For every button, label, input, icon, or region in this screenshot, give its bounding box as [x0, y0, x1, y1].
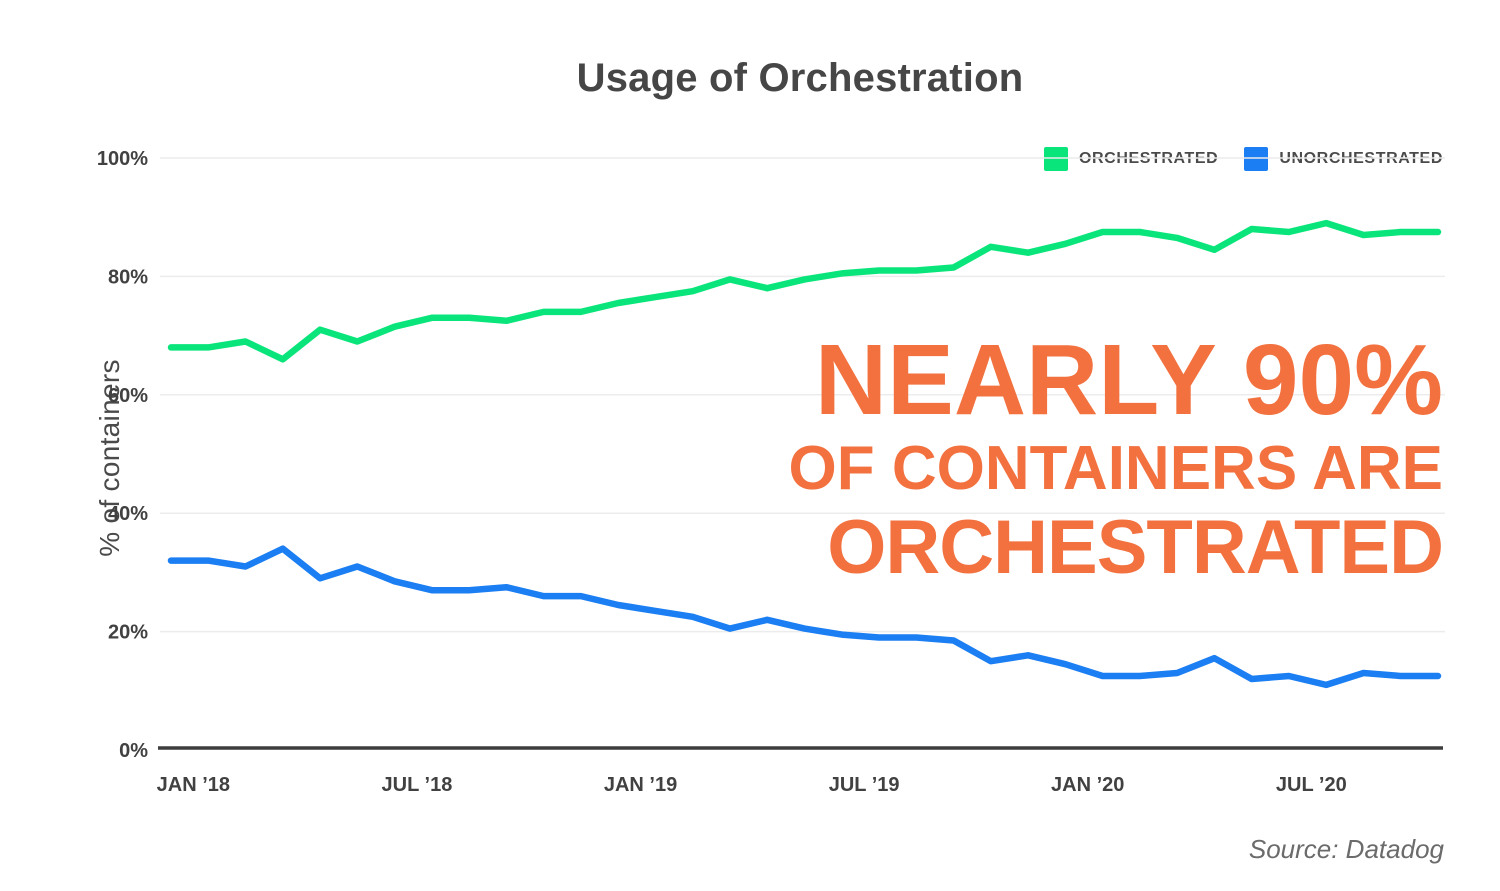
- y-tick-label: 0%: [119, 740, 148, 762]
- orchestrated-swatch-icon: [1043, 147, 1068, 171]
- series-line-orchestrated: [167, 219, 1442, 363]
- x-tick-label: JUL ’18: [382, 774, 453, 796]
- y-tick-label: 60%: [108, 385, 148, 407]
- unorchestrated-swatch-icon: [1244, 147, 1269, 171]
- x-tick-label: JAN ’20: [1051, 774, 1124, 796]
- x-tick-label: JAN ’18: [157, 774, 230, 796]
- y-tick-label: 100%: [97, 148, 148, 170]
- x-tick-label: JAN ’19: [604, 774, 677, 796]
- x-tick-label: JUL ’20: [1276, 774, 1347, 796]
- source-label: Source: Datadog: [1248, 834, 1444, 864]
- y-tick-label: 20%: [108, 622, 148, 644]
- annotation-line-1: NEARLY 90%: [814, 324, 1443, 436]
- y-tick-label: 80%: [108, 266, 148, 288]
- y-tick-label: 40%: [108, 503, 148, 525]
- annotation-callout: NEARLY 90% OF CONTAINERS ARE ORCHESTRATE…: [788, 324, 1444, 590]
- chart-title: Usage of Orchestration: [576, 56, 1024, 100]
- x-tick-label: JUL ’19: [829, 774, 900, 796]
- series-line-unorchestrated: [167, 545, 1442, 689]
- annotation-line-2: OF CONTAINERS ARE: [788, 434, 1443, 503]
- annotation-line-3: ORCHESTRATED: [827, 505, 1444, 590]
